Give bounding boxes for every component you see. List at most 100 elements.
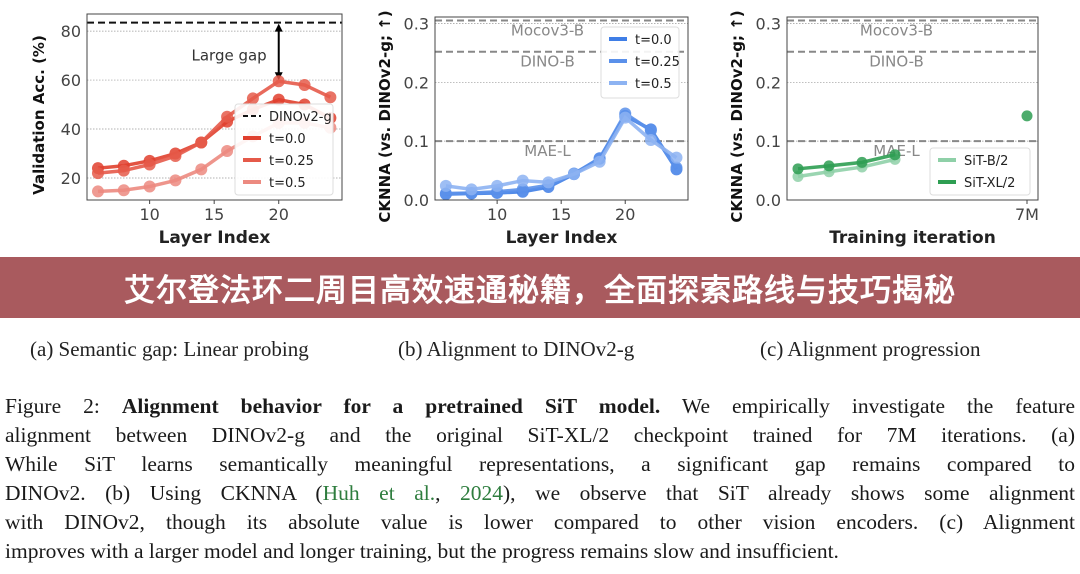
legend-label: t=0.5	[269, 176, 306, 191]
y-tick-label: 80	[61, 22, 81, 41]
caption-line: DINOv2. (b) Using CKNNA (Huh et al., 202…	[5, 479, 1075, 508]
citation-author-link[interactable]: Huh et al.	[322, 481, 436, 505]
x-axis-label: Layer Index	[159, 228, 271, 248]
caption-text: We empirically investigate the feature	[660, 394, 1075, 418]
data-point	[593, 155, 606, 168]
legend-label: DINOv2-g	[269, 110, 332, 125]
series-line	[797, 157, 896, 179]
y-tick-label: 0.1	[756, 132, 781, 151]
data-point	[542, 176, 555, 189]
data-point	[143, 158, 156, 171]
data-point	[792, 170, 804, 182]
figure-charts: 20 40 60 80 10 15 20 Layer Index Validation Acc.…	[30, 10, 1039, 248]
y-tick-label: 0.2	[756, 73, 781, 92]
data-point	[516, 174, 529, 187]
caption-text: ,	[435, 481, 460, 505]
y-axis-label: Validation Acc. (%)	[30, 35, 48, 195]
x-axis-label: Training iteration	[829, 228, 996, 248]
data-point	[221, 110, 234, 123]
data-point	[670, 161, 683, 174]
data-point	[889, 149, 901, 161]
plot-frame	[86, 13, 343, 201]
series-line	[97, 79, 332, 175]
caption-line: improves with a larger model and longer …	[5, 539, 839, 563]
reference-line-label: Mocov3-B	[860, 22, 933, 40]
y-tick-label: 0.0	[404, 191, 429, 210]
caption-line: with DINOv2, though its absolute value i…	[5, 510, 1075, 534]
reference-line-label: MAE-L	[524, 142, 571, 160]
caption-text: ), we observe that SiT already shows som…	[503, 481, 1075, 505]
data-point	[1021, 110, 1033, 122]
legend-label: SiT-XL/2	[964, 176, 1015, 191]
x-tick-label: 10	[487, 205, 507, 224]
y-tick-label: 0.1	[404, 132, 429, 151]
x-tick-label: 20	[615, 205, 635, 224]
subcaption-c: (c) Alignment progression	[760, 337, 981, 361]
data-point	[272, 75, 285, 88]
reference-line-label: DINO-B	[869, 53, 924, 71]
data-point	[195, 136, 208, 149]
data-point	[117, 164, 130, 177]
data-point	[246, 92, 259, 105]
reference-line-label: Mocov3-B	[511, 22, 584, 40]
data-point	[792, 163, 804, 175]
caption-label: Figure 2:	[5, 394, 122, 418]
y-tick-label: 0.3	[404, 14, 429, 33]
data-point	[143, 180, 156, 193]
y-tick-label: 0.2	[404, 73, 429, 92]
caption-title: Alignment behavior for a pretrained SiT …	[121, 394, 661, 418]
data-point	[91, 167, 104, 180]
data-point	[169, 174, 182, 187]
data-point	[823, 160, 835, 172]
figure-caption: Figure 2: Alignment behavior for a pretr…	[5, 392, 1075, 566]
y-tick-label: 20	[61, 169, 81, 188]
data-point	[670, 151, 683, 164]
data-point	[439, 179, 452, 192]
series-line	[445, 114, 678, 192]
legend-label: t=0.25	[635, 55, 680, 70]
legend-label: t=0.0	[269, 132, 306, 147]
data-point	[91, 185, 104, 198]
data-point	[644, 124, 657, 137]
subcaption-a: (a) Semantic gap: Linear probing	[30, 337, 309, 361]
annotation-label: Large gap	[192, 47, 267, 65]
y-tick-label: 0.0	[756, 191, 781, 210]
series-line	[797, 152, 896, 171]
y-tick-label: 40	[61, 120, 81, 139]
legend-label: t=0.0	[635, 33, 672, 48]
data-point	[516, 183, 529, 196]
y-axis-label: CKNNA (vs. DINOv2-g; ↑)	[376, 10, 394, 222]
data-point	[117, 184, 130, 197]
citation-year-link[interactable]: 2024	[460, 481, 503, 505]
legend-box	[234, 103, 334, 196]
subcaption-b: (b) Alignment to DINOv2-g	[398, 337, 635, 361]
plot-frame	[434, 16, 689, 201]
plot-frame	[786, 16, 1039, 201]
caption-line: While SiT learns semantically meaningful…	[5, 452, 1075, 476]
caption-text: DINOv2. (b) Using CKNNA (	[5, 481, 323, 505]
data-point	[324, 91, 337, 104]
data-point	[195, 163, 208, 176]
data-point	[856, 156, 868, 168]
banner-title: 艾尔登法环二周目高效速通秘籍，全面探索路线与技巧揭秘	[124, 273, 956, 309]
legend-label: t=0.25	[269, 154, 314, 169]
data-point	[491, 179, 504, 192]
overlay-banner: 艾尔登法环二周目高效速通秘籍，全面探索路线与技巧揭秘	[0, 257, 1080, 318]
x-axis-label: Layer Index	[506, 228, 618, 248]
x-tick-label: 20	[269, 205, 289, 224]
legend-label: t=0.5	[635, 77, 672, 92]
data-point	[298, 78, 311, 91]
y-tick-label: 0.3	[756, 14, 781, 33]
x-tick-label: 15	[551, 205, 571, 224]
reference-line-label: DINO-B	[520, 53, 575, 71]
data-point	[465, 183, 478, 196]
legend-box	[600, 26, 680, 99]
arrow-head-up-icon	[274, 23, 283, 32]
data-point	[272, 93, 285, 106]
legend-label: SiT-B/2	[964, 154, 1008, 169]
caption-line: Figure 2: Alignment behavior for a pretr…	[5, 392, 1075, 421]
data-point	[619, 111, 632, 124]
caption-line: alignment between DINOv2-g and the origi…	[5, 423, 1075, 447]
x-tick-label: 7M	[1015, 205, 1039, 224]
data-point	[221, 145, 234, 158]
